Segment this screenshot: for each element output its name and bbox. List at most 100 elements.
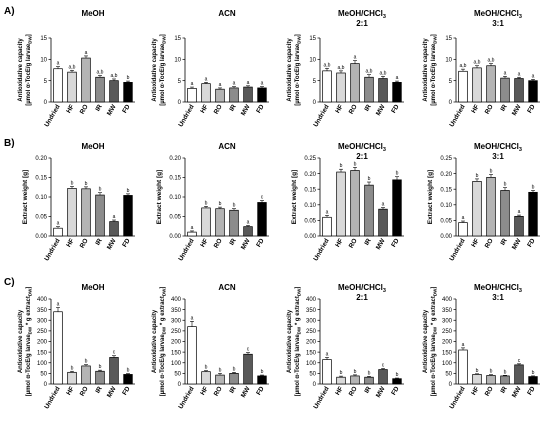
category-label: Undried bbox=[43, 237, 61, 262]
significance-letter: b bbox=[504, 369, 507, 375]
bar bbox=[53, 68, 63, 103]
y-tick-label: 200 bbox=[37, 340, 48, 346]
bar bbox=[123, 195, 133, 237]
chart-subtitle: 3:1 bbox=[492, 19, 504, 28]
category-label: Undried bbox=[448, 237, 466, 262]
significance-letter: c bbox=[518, 358, 521, 364]
significance-letter: c bbox=[261, 195, 264, 201]
significance-letter: a bbox=[261, 81, 264, 87]
category-label: FD bbox=[526, 237, 537, 248]
significance-letter: b bbox=[261, 369, 264, 375]
chart-panel: MeOH/CHCl32:1050100150200250300350400Ant… bbox=[287, 283, 404, 410]
bar bbox=[378, 208, 388, 237]
y-label-part: [µmol α-TocE/g larvae bbox=[431, 43, 437, 106]
y-tick-label: 0.00 bbox=[440, 234, 452, 240]
bar bbox=[257, 87, 267, 103]
category-label: IR bbox=[94, 237, 103, 246]
y-tick-label: 350 bbox=[306, 308, 317, 314]
significance-letter: b bbox=[233, 203, 236, 209]
significance-letter: a bbox=[85, 50, 88, 56]
y-tick-label: 5 bbox=[449, 79, 453, 85]
category-label: RO bbox=[213, 386, 224, 398]
y-tick-label: 0 bbox=[44, 382, 48, 388]
chart-title: ACN bbox=[218, 283, 236, 292]
category-label: HF bbox=[199, 385, 209, 396]
category-label: Undried bbox=[43, 385, 61, 410]
significance-letter: a bbox=[57, 302, 60, 308]
significance-letter: c bbox=[247, 347, 250, 353]
significance-letter: b bbox=[85, 359, 88, 365]
y-label-part: [µmol α-TocE/g larvae bbox=[26, 43, 32, 106]
chart-title: MeOH bbox=[81, 142, 104, 151]
chart-panel: ACN 0.00 0.05 0.10 0.15 0.20 Extract weight [g… bbox=[156, 142, 269, 262]
y-label-subscript: DW bbox=[162, 288, 167, 296]
category-label: FD bbox=[121, 385, 132, 396]
y-tick-label: 200 bbox=[306, 340, 317, 346]
category-label: FD bbox=[390, 385, 401, 396]
y-tick-label: 0.10 bbox=[169, 195, 181, 201]
bar bbox=[458, 70, 468, 103]
y-tick-label: 15 bbox=[309, 36, 316, 42]
y-label-part: ] bbox=[160, 287, 166, 289]
y-tick-label: 5 bbox=[44, 79, 48, 85]
chart-subtitle: 3:1 bbox=[492, 293, 504, 302]
bar bbox=[472, 181, 482, 237]
bar bbox=[187, 326, 197, 385]
category-label: Undried bbox=[448, 385, 466, 410]
bar bbox=[215, 374, 225, 385]
significance-letter: a bbox=[382, 202, 385, 208]
bar bbox=[109, 80, 119, 103]
bar bbox=[500, 375, 510, 385]
y-label-part: ] bbox=[295, 287, 301, 289]
significance-letter: b bbox=[205, 365, 208, 371]
category-label: HF bbox=[470, 385, 480, 396]
significance-letter: b bbox=[368, 176, 371, 182]
y-label-part: [µmol α-TocE/g larvae bbox=[295, 43, 301, 106]
y-tick-label: 0.05 bbox=[35, 215, 47, 221]
y-tick-label: 0.15 bbox=[35, 176, 47, 182]
category-label: MW bbox=[240, 103, 252, 117]
y-label-part: ] bbox=[295, 34, 301, 36]
bar bbox=[95, 76, 105, 103]
significance-letter: c bbox=[382, 362, 385, 368]
bar bbox=[229, 373, 239, 385]
bar bbox=[109, 357, 119, 385]
y-tick-label: 0 bbox=[313, 100, 317, 106]
y-tick-label: 0 bbox=[449, 382, 453, 388]
significance-letter: a,b bbox=[366, 69, 373, 75]
category-label: MW bbox=[375, 385, 387, 399]
y-label-subscript: DW bbox=[433, 326, 438, 334]
y-label-part: * g extract bbox=[431, 296, 437, 327]
chart-title-text: MeOH/CHCl bbox=[338, 283, 383, 292]
bar bbox=[528, 191, 538, 237]
significance-letter: b bbox=[71, 180, 74, 186]
y-tick-label: 0.15 bbox=[304, 187, 316, 193]
bar bbox=[392, 82, 402, 103]
category-label: MW bbox=[511, 237, 523, 251]
significance-letter: a bbox=[462, 215, 465, 221]
category-label: HF bbox=[199, 103, 209, 114]
significance-letter: a bbox=[518, 71, 521, 77]
category-label: Undried bbox=[312, 385, 330, 410]
y-tick-label: 250 bbox=[171, 329, 182, 335]
significance-letter: a bbox=[191, 81, 194, 87]
significance-letter: b bbox=[490, 369, 493, 375]
chart-title: MeOH/CHCl3 bbox=[474, 9, 522, 20]
bar bbox=[500, 190, 510, 237]
y-tick-label: 50 bbox=[40, 372, 47, 378]
chart-panel: MeOH 0 50 100 150 200 250 300 350 400 Antioxidativ… bbox=[18, 283, 135, 410]
chart-title-text: MeOH/CHCl bbox=[474, 283, 519, 292]
significance-letter: b bbox=[99, 364, 102, 370]
chart-title: MeOH/CHCl3 bbox=[474, 283, 522, 294]
chart-title: MeOH/CHCl3 bbox=[338, 283, 386, 294]
significance-letter: b bbox=[71, 365, 74, 371]
y-tick-label: 0.00 bbox=[35, 234, 47, 240]
y-tick-label: 350 bbox=[442, 308, 453, 314]
significance-letter: b bbox=[127, 188, 130, 194]
significance-letter: b bbox=[219, 201, 222, 207]
bar bbox=[322, 70, 332, 103]
bar bbox=[229, 87, 239, 103]
y-label-part: * g extract bbox=[295, 296, 301, 327]
category-label: RO bbox=[348, 386, 359, 398]
significance-letter: a,b bbox=[338, 65, 345, 71]
